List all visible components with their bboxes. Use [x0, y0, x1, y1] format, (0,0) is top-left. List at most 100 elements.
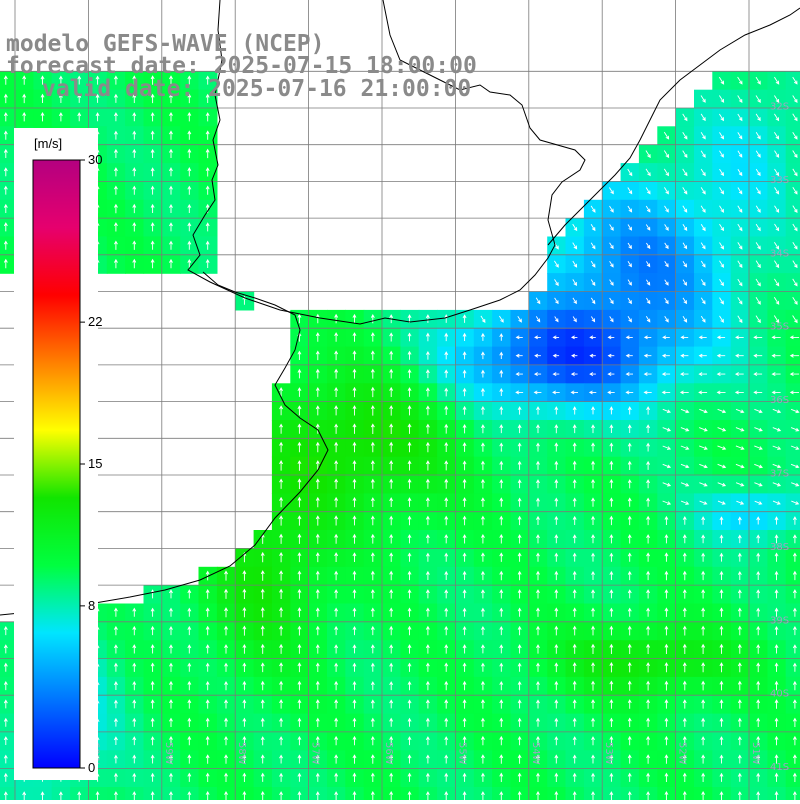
wind-cell	[785, 218, 800, 238]
wind-arrow	[389, 386, 394, 397]
wind-cell	[0, 163, 16, 183]
wind-arrow	[169, 203, 173, 213]
wind-arrow	[591, 589, 595, 599]
wind-arrow	[591, 643, 595, 654]
wind-arrow	[462, 369, 467, 378]
wind-arrow	[169, 644, 173, 654]
wind-arrow	[664, 224, 669, 231]
wind-arrow	[792, 699, 797, 709]
wind-cell	[0, 199, 16, 219]
wind-arrow	[3, 93, 8, 104]
wind-cell	[785, 658, 800, 678]
wind-arrow	[737, 589, 742, 599]
wind-arrow	[315, 496, 320, 508]
wind-arrow	[444, 625, 449, 636]
wind-arrow	[499, 460, 504, 470]
wind-arrow	[646, 772, 650, 782]
wind-arrow	[462, 570, 467, 580]
wind-arrow	[774, 717, 779, 727]
wind-arrow	[3, 112, 8, 122]
wind-arrow	[554, 736, 559, 746]
wind-arrow	[536, 515, 540, 525]
wind-arrow	[735, 445, 745, 450]
wind-arrow	[536, 644, 540, 654]
wind-arrow	[756, 791, 761, 801]
wind-arrow	[774, 772, 779, 782]
wind-arrow	[735, 335, 744, 340]
wind-arrow	[389, 478, 394, 489]
wind-arrow	[407, 625, 412, 636]
wind-arrow	[552, 372, 560, 376]
wind-cell	[0, 621, 16, 641]
wind-arrow	[425, 570, 430, 580]
wind-arrow	[279, 387, 283, 397]
wind-arrow	[607, 353, 615, 358]
wind-arrow	[3, 754, 8, 764]
wind-arrow	[58, 93, 63, 103]
wind-arrow	[572, 479, 577, 489]
wind-arrow	[224, 644, 228, 654]
wind-arrow	[682, 260, 687, 268]
wind-arrow	[352, 441, 357, 453]
wind-arrow	[279, 441, 283, 453]
wind-arrow	[187, 735, 192, 746]
wind-arrow	[591, 736, 595, 746]
wind-arrow	[680, 353, 689, 358]
wind-arrow	[279, 496, 283, 508]
wind-arrow	[407, 552, 412, 562]
wind-arrow	[389, 754, 394, 764]
wind-arrow	[627, 699, 632, 709]
wind-arrow	[407, 332, 412, 342]
wind-arrow	[755, 297, 761, 305]
wind-arrow	[735, 463, 745, 469]
wind-arrow	[297, 754, 302, 764]
lat-label: 34S	[770, 248, 789, 259]
wind-arrow	[534, 335, 541, 340]
wind-arrow	[664, 735, 669, 746]
wind-arrow	[462, 607, 467, 617]
wind-cell	[785, 750, 800, 770]
wind-arrow	[590, 242, 596, 250]
wind-arrow	[609, 478, 614, 489]
wind-arrow	[664, 297, 669, 305]
wind-arrow	[187, 625, 192, 636]
wind-arrow	[664, 680, 669, 691]
wind-arrow	[572, 570, 577, 580]
wind-arrow	[792, 315, 798, 324]
wind-arrow	[552, 390, 560, 395]
wind-arrow	[279, 606, 283, 618]
wind-arrow	[444, 423, 449, 434]
wind-arrow	[609, 497, 614, 507]
wind-arrow	[462, 589, 467, 599]
wind-arrow	[187, 717, 192, 727]
wind-arrow	[297, 680, 302, 691]
wind-arrow	[792, 150, 798, 158]
wind-arrow	[737, 699, 742, 709]
wind-arrow	[682, 168, 688, 177]
wind-arrow	[609, 424, 614, 433]
wind-arrow	[755, 187, 761, 195]
wind-arrow	[591, 570, 595, 580]
wind-arrow	[591, 478, 595, 489]
wind-arrow	[609, 643, 614, 654]
wind-arrow	[682, 242, 688, 250]
wind-arrow	[242, 588, 247, 599]
wind-arrow	[664, 772, 669, 782]
wind-arrow	[315, 386, 320, 397]
wind-arrow	[150, 680, 155, 691]
wind-arrow	[572, 736, 577, 746]
wind-arrow	[444, 497, 449, 507]
lat-label: 38S	[770, 542, 789, 553]
wind-arrow	[643, 353, 652, 358]
wind-arrow	[754, 463, 763, 469]
wind-arrow	[224, 570, 228, 581]
wind-arrow	[260, 643, 265, 654]
wind-arrow	[352, 644, 357, 654]
wind-arrow	[462, 754, 467, 764]
lon-label: 57W	[310, 742, 321, 765]
wind-arrow	[591, 791, 595, 801]
wind-arrow	[627, 570, 632, 581]
wind-arrow	[572, 497, 577, 507]
wind-arrow	[591, 754, 595, 764]
